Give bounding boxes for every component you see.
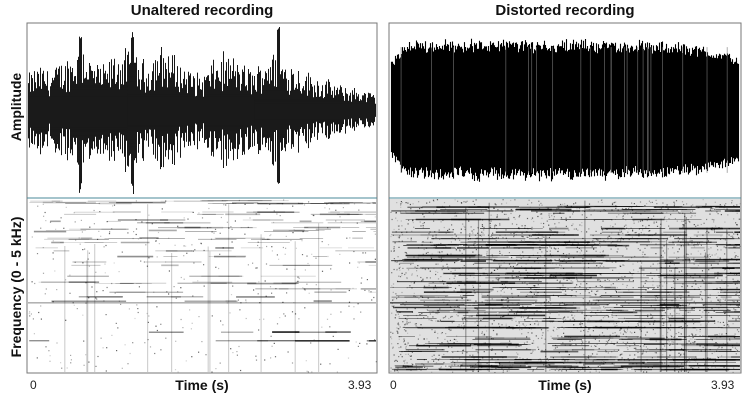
title-unaltered: Unaltered recording xyxy=(130,2,274,19)
tick-right-start: 0 xyxy=(390,378,397,392)
waveform-trace xyxy=(390,38,740,182)
spectrogram-distorted xyxy=(389,199,741,373)
waveform-trace xyxy=(28,27,376,194)
waveform-unaltered xyxy=(28,27,376,194)
xlabel-left: Time (s) xyxy=(175,377,229,393)
title-distorted: Distorted recording xyxy=(495,2,635,19)
tick-right-end: 3.93 xyxy=(711,378,735,392)
tick-left-end: 3.93 xyxy=(348,378,372,392)
tick-left-start: 0 xyxy=(30,378,37,392)
waveform-distorted xyxy=(390,38,740,182)
xlabel-right: Time (s) xyxy=(538,377,592,393)
spectrogram-unaltered xyxy=(28,199,377,373)
